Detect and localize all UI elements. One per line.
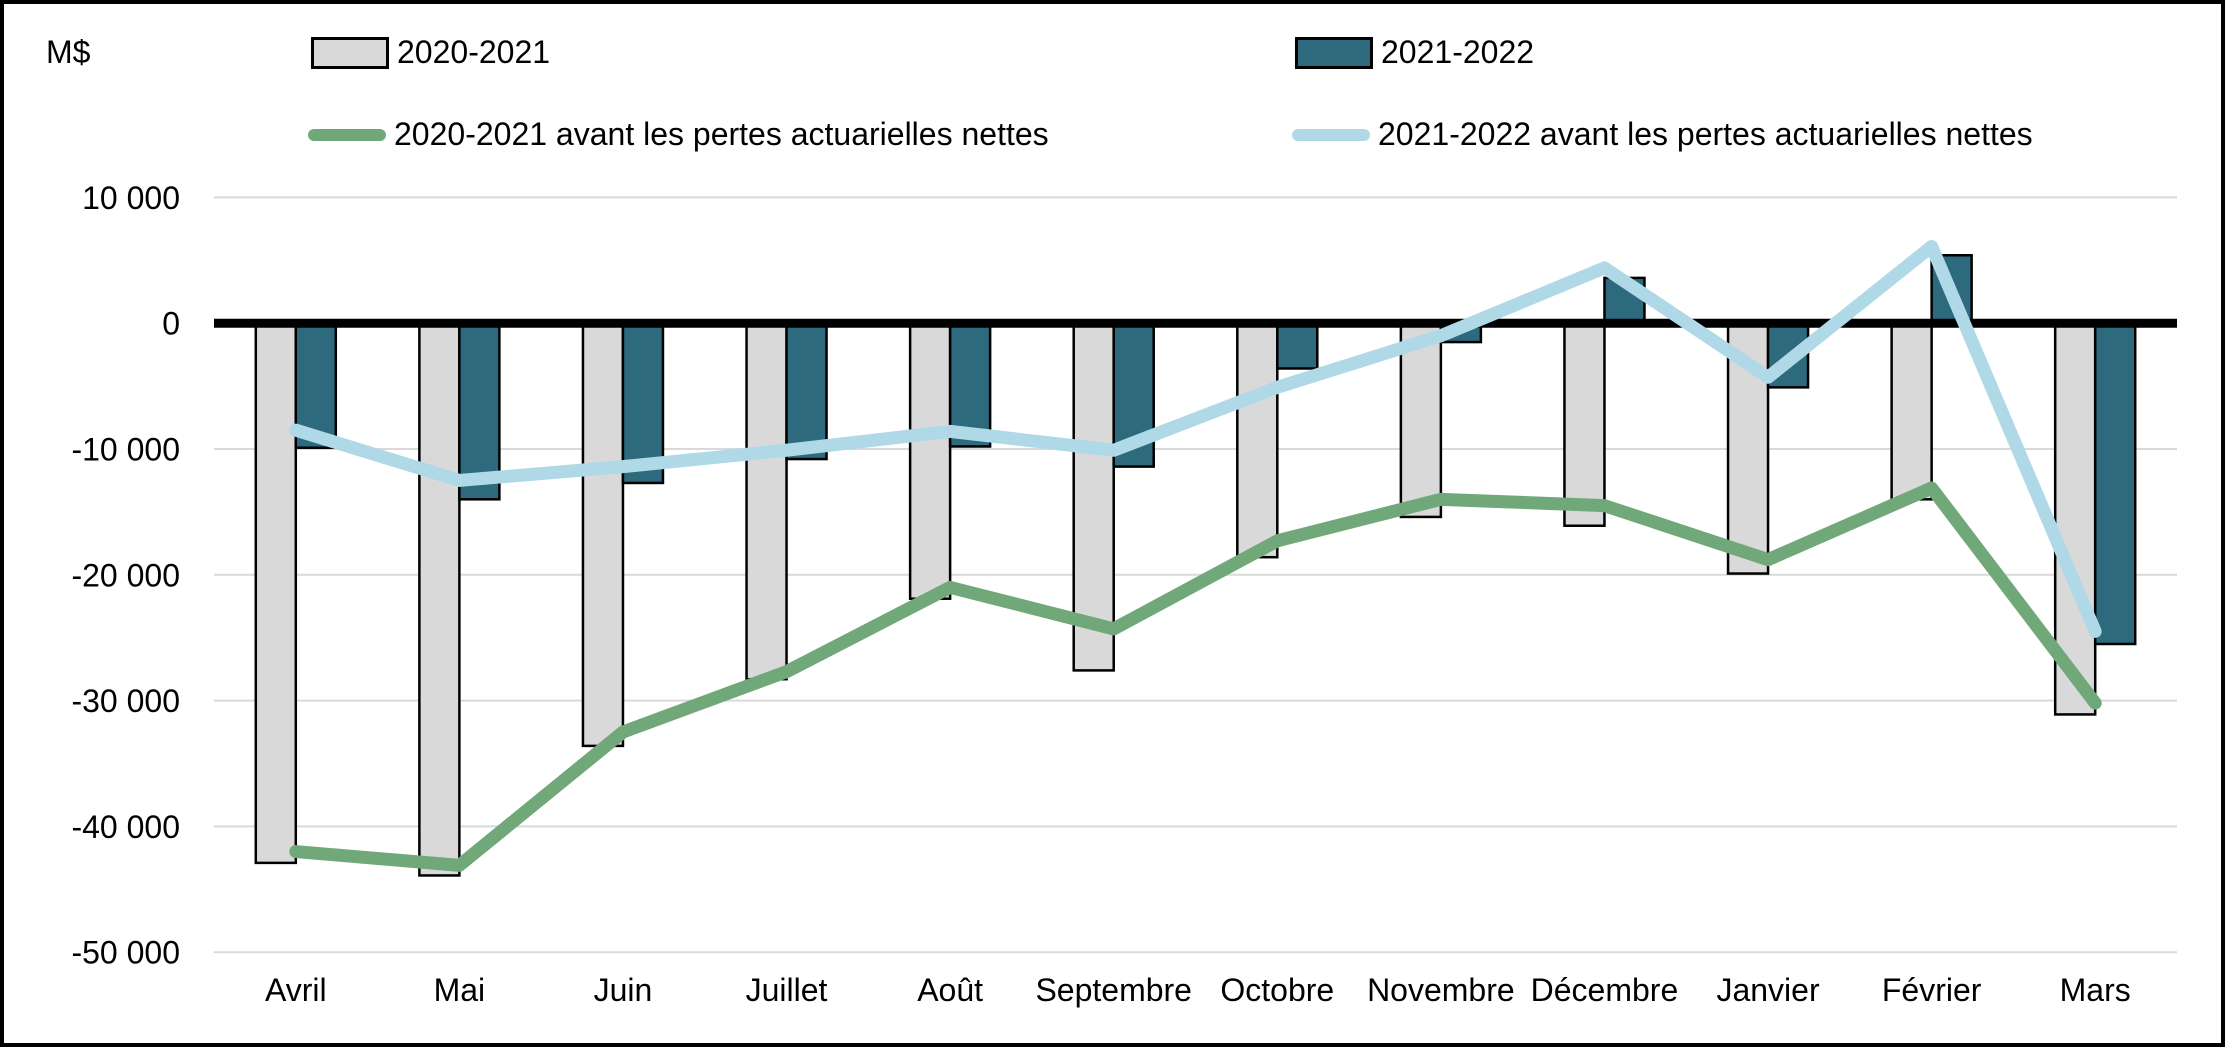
legend-item-2021-2022-bar: 2021-2022	[1295, 34, 1535, 70]
legend-swatch-2021-2022-line	[1292, 128, 1370, 141]
y-tick-label--40000: -40 000	[71, 809, 180, 845]
bar-2021-2022-octobre	[1276, 321, 1319, 370]
bar-2021-2022-mars	[2093, 321, 2137, 646]
legend-label-2020-2021-line: 2020-2021 avant les pertes actuarielles …	[394, 116, 1049, 152]
x-tick-label-aout: Août	[917, 972, 983, 1008]
y-tick-label--30000: -30 000	[71, 683, 180, 719]
legend-label-2021-2022-line: 2021-2022 avant les pertes actuarielles …	[1378, 116, 2033, 152]
bar-2020-2021-juillet	[745, 321, 788, 681]
x-tick-label-fevrier: Février	[1882, 972, 1982, 1008]
bar-2020-2021-fevrier	[1890, 321, 1933, 501]
legend-label-2021-2022-bar: 2021-2022	[1381, 34, 1535, 70]
x-tick-label-avril: Avril	[265, 972, 327, 1008]
y-tick-label--10000: -10 000	[71, 432, 180, 468]
x-tick-label-mars: Mars	[2060, 972, 2131, 1008]
y-axis-unit-label: M$	[46, 34, 91, 70]
legend-swatch-2020-2021-bar	[311, 36, 389, 69]
bar-2020-2021-septembre	[1072, 321, 1115, 672]
x-tick-label-juin: Juin	[594, 972, 653, 1008]
y-tick-label--20000: -20 000	[71, 557, 180, 593]
legend-swatch-2020-2021-line	[308, 128, 386, 141]
bar-2021-2022-mai	[458, 321, 501, 501]
bar-2020-2021-aout	[908, 321, 952, 600]
x-tick-label-novembre: Novembre	[1367, 972, 1515, 1008]
bar-2020-2021-novembre	[1399, 321, 1443, 519]
y-tick-label-10000: 10 000	[82, 180, 180, 216]
x-tick-label-mai: Mai	[434, 972, 486, 1008]
x-tick-label-septembre: Septembre	[1035, 972, 1192, 1008]
bar-2020-2021-avril	[254, 321, 298, 865]
legend-item-2020-2021-bar: 2020-2021	[311, 34, 551, 70]
line-2020-2021-avant-les-pertes-actuarielles-nettes	[289, 481, 2102, 872]
bar-2020-2021-decembre	[1563, 321, 1606, 527]
legend-swatch-2021-2022-bar	[1295, 36, 1373, 69]
legend-label-2020-2021-bar: 2020-2021	[397, 34, 551, 70]
y-tick-label-0: 0	[162, 306, 180, 342]
x-tick-label-juillet: Juillet	[746, 972, 828, 1008]
bar-2020-2021-octobre	[1236, 321, 1279, 559]
bar-2021-2022-juin	[621, 321, 665, 485]
x-tick-label-janvier: Janvier	[1716, 972, 1820, 1008]
x-tick-label-octobre: Octobre	[1220, 972, 1334, 1008]
x-tick-label-decembre: Décembre	[1531, 972, 1679, 1008]
y-tick-label--50000: -50 000	[71, 935, 180, 971]
legend-item-2020-2021-line: 2020-2021 avant les pertes actuarielles …	[308, 116, 1049, 152]
bar-2020-2021-juin	[581, 321, 625, 748]
bar-2020-2021-mai	[418, 321, 461, 877]
legend-item-2021-2022-line: 2021-2022 avant les pertes actuarielles …	[1292, 116, 2033, 152]
bar-2021-2022-juillet	[785, 321, 828, 461]
budget-balance-chart: 10 000 0 -10 000 -20 000 -30 000 -40 000 -50 0…	[71, 180, 2177, 1008]
line-2021-2022-avant-les-pertes-actuarielles-nettes	[289, 239, 2102, 638]
